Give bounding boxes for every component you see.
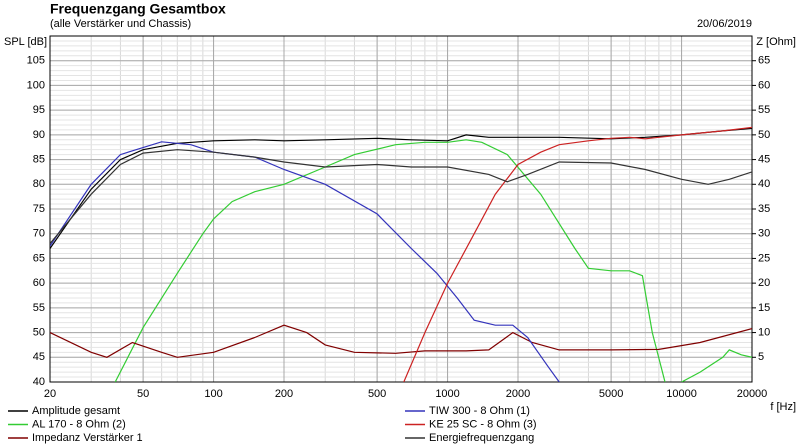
series-line xyxy=(50,149,752,244)
legend-label: AL 170 - 8 Ohm (2) xyxy=(32,418,126,430)
y2-axis-label: Z [Ohm] xyxy=(756,36,796,48)
y-axis-label: SPL [dB] xyxy=(4,36,47,48)
x-tick-label: 20 xyxy=(44,388,56,400)
legend-label: Energiefrequenzgang xyxy=(429,432,534,444)
x-tick-label: 50 xyxy=(137,388,149,400)
x-tick-label: 20000 xyxy=(737,388,768,400)
y-tick-label: 80 xyxy=(33,178,45,190)
y-tick-label: 70 xyxy=(33,228,45,240)
y-tick-label: 105 xyxy=(27,55,45,67)
series-line xyxy=(50,127,752,249)
x-tick-label: 1000 xyxy=(435,388,459,400)
grid xyxy=(49,35,753,383)
y2-tick-label: 20 xyxy=(758,277,770,289)
y2-tick-label: 40 xyxy=(758,178,770,190)
y-tick-label: 55 xyxy=(33,302,45,314)
legend-label: Amplitude gesamt xyxy=(32,405,120,417)
y2-tick-label: 65 xyxy=(758,55,770,67)
y2-tick-label: 30 xyxy=(758,228,770,240)
y2-tick-label: 55 xyxy=(758,104,770,116)
y-tick-label: 40 xyxy=(33,376,45,388)
y-tick-label: 75 xyxy=(33,203,45,215)
y-tick-label: 85 xyxy=(33,153,45,165)
y2-tick-label: 5 xyxy=(758,351,764,363)
x-axis-label: f [Hz] xyxy=(770,401,796,413)
y2-tick-label: 35 xyxy=(758,203,770,215)
x-tick-label: 100 xyxy=(204,388,222,400)
y2-tick-label: 25 xyxy=(758,252,770,264)
y-tick-label: 50 xyxy=(33,326,45,338)
series-line xyxy=(403,126,752,382)
y2-tick-label: 50 xyxy=(758,129,770,141)
chart-subtitle: (alle Verstärker und Chassis) xyxy=(50,18,191,30)
x-tick-label: 5000 xyxy=(599,388,623,400)
legend-label: Impedanz Verstärker 1 xyxy=(32,432,143,444)
y-tick-label: 100 xyxy=(27,79,45,91)
y-tick-label: 90 xyxy=(33,129,45,141)
y-tick-label: 60 xyxy=(33,277,45,289)
y-tick-label: 65 xyxy=(33,252,45,264)
legend-label: KE 25 SC - 8 Ohm (3) xyxy=(429,418,537,430)
series-line xyxy=(50,324,752,358)
y-tick-label: 45 xyxy=(33,351,45,363)
y2-tick-label: 60 xyxy=(758,79,770,91)
chart-title: Frequenzgang Gesamtbox xyxy=(50,1,226,17)
y2-tick-label: 15 xyxy=(758,302,770,314)
y2-tick-label: 10 xyxy=(758,326,770,338)
y-tick-label: 95 xyxy=(33,104,45,116)
y2-tick-label: 45 xyxy=(758,153,770,165)
x-tick-label: 500 xyxy=(368,388,386,400)
x-tick-label: 200 xyxy=(275,388,293,400)
series-line xyxy=(50,141,560,382)
x-tick-label: 2000 xyxy=(506,388,530,400)
chart-date: 20/06/2019 xyxy=(697,18,752,30)
series-line xyxy=(114,139,752,382)
plot-frame xyxy=(49,35,753,383)
x-tick-label: 10000 xyxy=(666,388,697,400)
legend-label: TIW 300 - 8 Ohm (1) xyxy=(429,405,530,417)
